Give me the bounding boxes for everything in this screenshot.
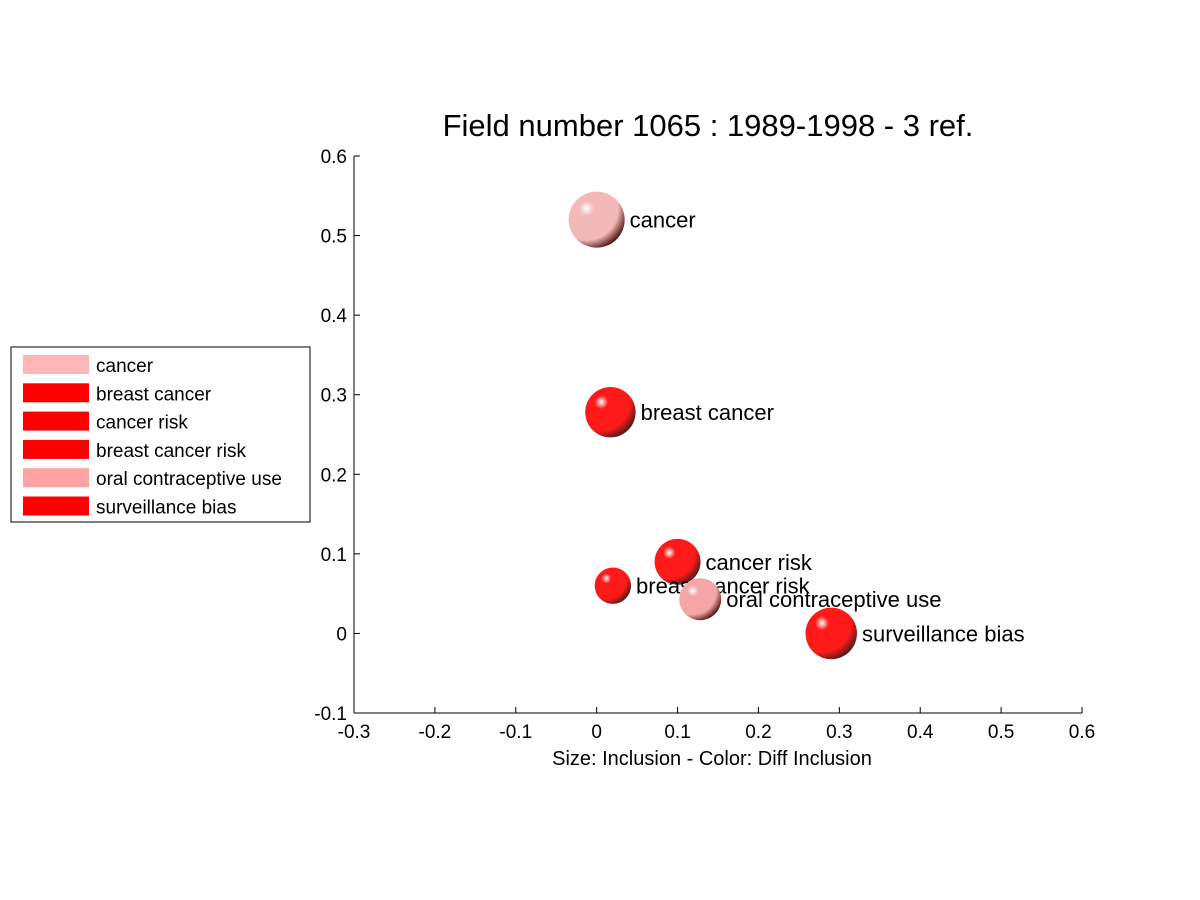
- x-tick-label: 0.4: [907, 722, 934, 743]
- legend-label: oral contraceptive use: [96, 469, 282, 490]
- x-tick-label: 0: [591, 722, 602, 743]
- legend-label: breast cancer risk: [96, 441, 246, 462]
- x-tick-label: 0.1: [664, 722, 690, 743]
- point-label: cancer risk: [706, 550, 813, 575]
- legend-swatch: [23, 439, 89, 459]
- legend-swatch: [23, 383, 89, 403]
- legend-box: [10, 346, 311, 523]
- point-label: surveillance bias: [862, 621, 1025, 646]
- data-point: [654, 538, 701, 585]
- x-tick-label: 0.6: [1069, 722, 1095, 743]
- y-tick-label: 0.5: [321, 227, 347, 248]
- data-point: [568, 191, 625, 248]
- legend-label: cancer: [96, 356, 154, 377]
- x-tick-label: 0.5: [988, 722, 1014, 743]
- y-tick-label: 0.6: [321, 147, 347, 168]
- legend-swatch: [23, 496, 89, 516]
- legend-label: cancer risk: [96, 413, 188, 434]
- x-tick-label: -0.3: [338, 722, 371, 743]
- data-point: [805, 607, 858, 660]
- legend: cancer breast cancer cancer risk breast can…: [10, 346, 311, 523]
- data-point: [585, 387, 636, 438]
- y-tick-label: 0.3: [321, 386, 347, 407]
- y-tick-label: 0.4: [321, 306, 348, 327]
- x-tick-label: -0.2: [419, 722, 452, 743]
- legend-swatch: [23, 411, 89, 431]
- point-label: breast cancer risk: [636, 574, 811, 599]
- y-tick-label: 0: [336, 624, 347, 645]
- point-label: cancer: [630, 208, 696, 233]
- legend-swatch: [23, 355, 89, 374]
- x-tick-label: 0.2: [745, 722, 771, 743]
- data-point: [679, 578, 722, 621]
- y-tick-label: 0.2: [321, 465, 347, 486]
- chart-title: Field number 1065 : 1989-1998 - 3 ref.: [443, 108, 974, 143]
- legend-swatch: [23, 468, 89, 488]
- x-axis-label: Size: Inclusion - Color: Diff Inclusion: [552, 748, 872, 770]
- data-point: [594, 567, 632, 604]
- x-tick-label: -0.1: [499, 722, 532, 743]
- point-label: breast cancer: [641, 400, 774, 425]
- axes: -0.3 -0.2 -0.1 0 0.1 0.2 0.3 0.4 0.5 0.6 -0.1 0 0.1 0…: [314, 147, 1095, 743]
- y-tick-label: -0.1: [314, 704, 347, 725]
- legend-label: breast cancer: [96, 384, 212, 405]
- y-tick-label: 0.1: [321, 545, 347, 566]
- x-tick-label: 0.3: [826, 722, 852, 743]
- legend-label: surveillance bias: [96, 498, 236, 519]
